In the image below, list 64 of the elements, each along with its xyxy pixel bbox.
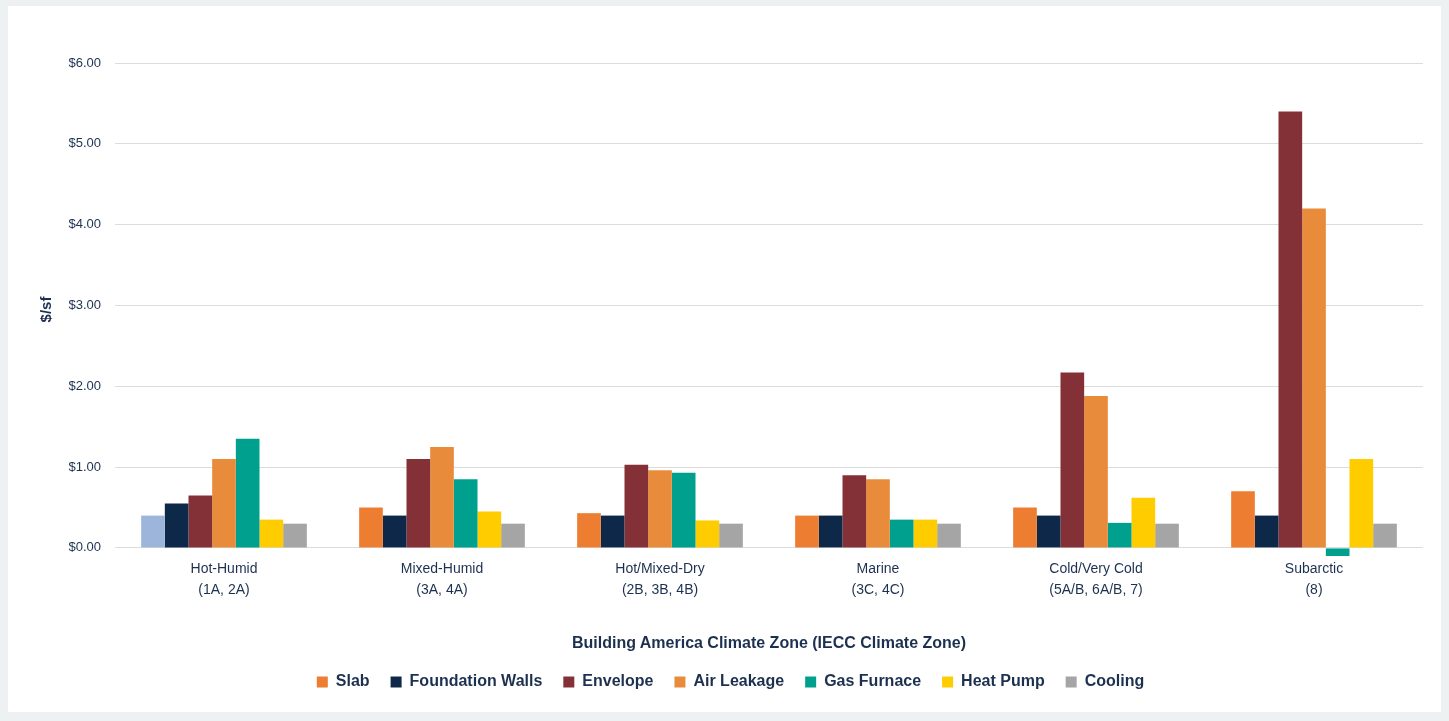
bar (1349, 459, 1374, 548)
bar (671, 472, 696, 548)
x-tick-label: Hot-Humid (1A, 2A) (190, 560, 258, 598)
bar (453, 479, 478, 548)
legend-label: Air Leakage (693, 672, 785, 690)
bar (577, 513, 601, 548)
bar (188, 495, 213, 548)
legend-label: Slab (335, 672, 370, 690)
bar (259, 519, 284, 548)
bar (141, 515, 165, 548)
x-tick-label: Marine (3C, 4C) (851, 560, 905, 598)
bar (624, 464, 649, 548)
bar (719, 523, 743, 548)
bar (430, 446, 454, 548)
bar (937, 523, 961, 548)
bar (818, 515, 843, 548)
bar (1302, 208, 1326, 548)
bar (283, 523, 307, 548)
bar (648, 470, 672, 548)
x-tick-label: Hot/Mixed-Dry (2B, 3B, 4B) (615, 560, 705, 598)
bar (1060, 372, 1085, 548)
x-axis-title: Building America Climate Zone (IECC Climate Zone) (571, 633, 967, 651)
y-tick-label: $1.00 (68, 458, 101, 474)
bar (382, 515, 407, 548)
legend-label: Foundation Walls (409, 672, 543, 690)
legend-label: Heat Pump (961, 672, 1045, 690)
bar (1107, 522, 1132, 548)
x-tick-label: Cold/Very Cold (5A/B, 6A/B, 7) (1049, 560, 1143, 598)
y-axis-title: $/sf (37, 295, 55, 323)
legend-label: Gas Furnace (824, 672, 922, 690)
x-tick-label: Subarctic (8) (1284, 560, 1344, 598)
bar (866, 479, 890, 548)
bar (1036, 515, 1061, 548)
bar (1131, 497, 1156, 548)
bar (501, 523, 525, 548)
legend-label: Cooling (1084, 672, 1145, 690)
bar (842, 475, 867, 548)
bar (1325, 548, 1350, 556)
y-tick-label: $6.00 (68, 54, 101, 70)
bar (1231, 491, 1255, 548)
bar (1373, 523, 1397, 548)
bar (913, 519, 938, 548)
bar (359, 507, 383, 548)
bar (795, 515, 819, 548)
bar (889, 519, 914, 548)
bar (1155, 523, 1179, 548)
y-tick-label: $3.00 (68, 297, 101, 313)
y-tick-label: $2.00 (68, 377, 101, 393)
bar (1084, 395, 1108, 548)
legend-label: Envelope (582, 672, 654, 690)
bar (477, 511, 502, 548)
bar (1013, 507, 1037, 548)
bar (1278, 111, 1303, 548)
x-tick-label: Mixed-Humid (3A, 4A) (400, 560, 484, 598)
y-tick-label: $5.00 (68, 135, 101, 151)
y-tick-label: $4.00 (68, 216, 101, 232)
bar (1254, 515, 1279, 548)
bar (164, 503, 189, 548)
bar (600, 515, 625, 548)
bar (212, 459, 236, 548)
bar (235, 438, 260, 548)
bar (406, 459, 431, 548)
y-tick-label: $0.00 (68, 539, 101, 555)
bar (695, 520, 720, 548)
